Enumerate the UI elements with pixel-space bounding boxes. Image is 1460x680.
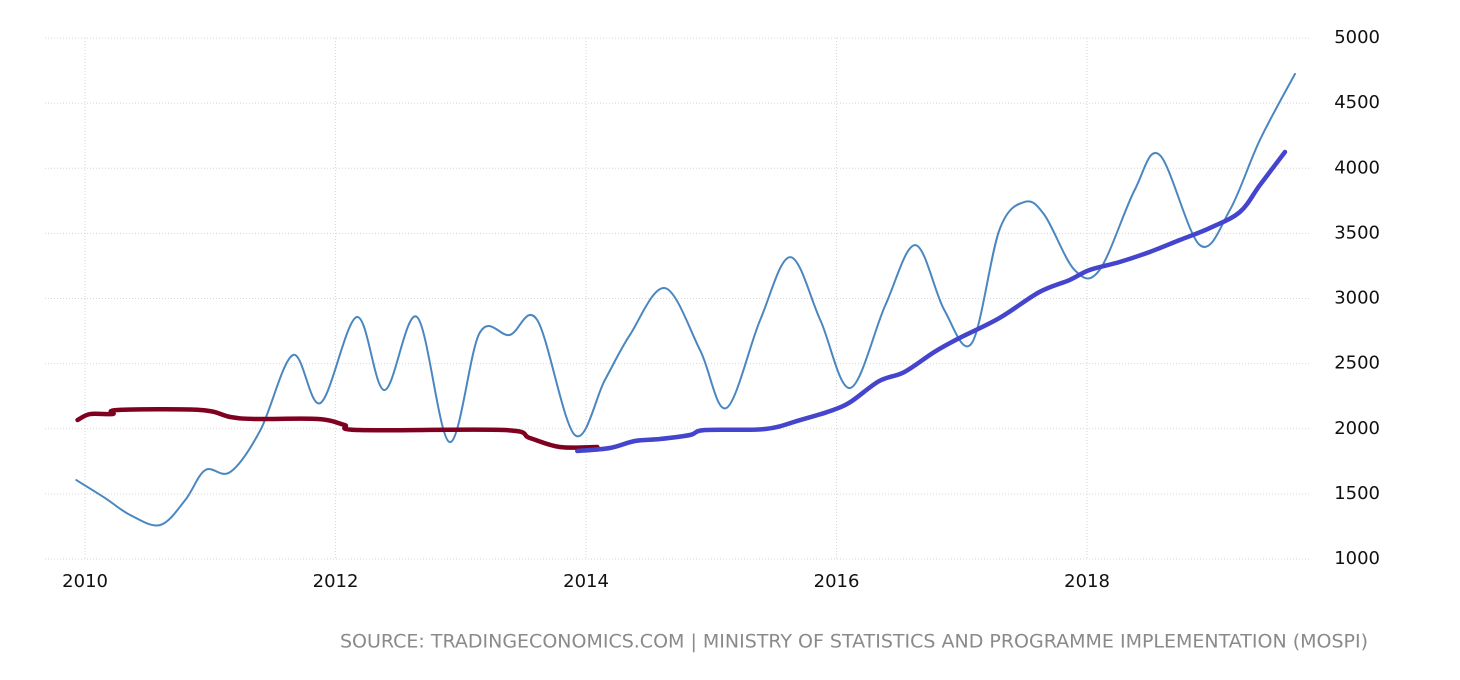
- y-tick-label: 4000: [1334, 157, 1380, 178]
- y-tick-label: 1500: [1334, 483, 1380, 504]
- x-tick-label: 2014: [563, 571, 609, 592]
- y-tick-label: 2000: [1334, 418, 1380, 439]
- data-line: [75, 407, 600, 450]
- source-note: SOURCE: TRADINGECONOMICS.COM | MINISTRY …: [340, 631, 1368, 653]
- y-tick-label: 1000: [1334, 548, 1380, 569]
- y-tick-label: 4500: [1334, 92, 1380, 113]
- data-line: [75, 72, 1296, 527]
- y-tick-label: 2500: [1334, 353, 1380, 374]
- y-tick-label: 5000: [1334, 27, 1380, 48]
- data-line: [575, 149, 1288, 454]
- x-tick-label: 2018: [1064, 571, 1110, 592]
- x-tick-label: 2016: [814, 571, 860, 592]
- x-tick-label: 2012: [313, 571, 359, 592]
- y-tick-label: 3000: [1334, 288, 1380, 309]
- y-tick-label: 3500: [1334, 222, 1380, 243]
- x-tick-label: 2010: [62, 571, 108, 592]
